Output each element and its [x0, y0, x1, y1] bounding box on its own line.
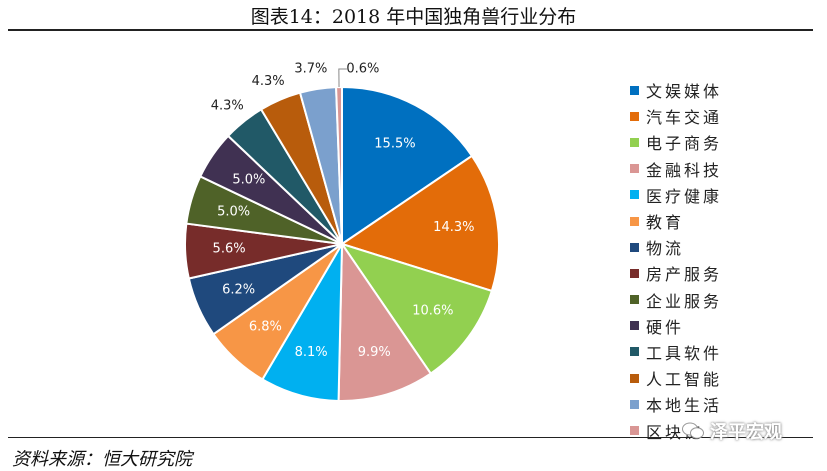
legend-item-2: 电子商务 — [630, 129, 722, 155]
watermark-text: 泽平宏观 — [710, 422, 782, 443]
legend-label: 人工智能 — [646, 370, 723, 390]
legend-item-3: 金融科技 — [630, 156, 722, 182]
legend-item-7: 房产服务 — [630, 260, 722, 286]
legend-swatch — [630, 295, 639, 305]
watermark: 泽平宏观 — [682, 418, 782, 444]
legend-label: 教育 — [646, 213, 685, 233]
slice-label-8: 5.0% — [217, 204, 250, 219]
legend-item-0: 文娱媒体 — [630, 77, 722, 103]
legend-item-6: 物流 — [630, 234, 722, 260]
legend-swatch — [630, 242, 639, 252]
source-rule — [8, 437, 813, 438]
legend-label: 电子商务 — [646, 134, 723, 154]
legend-label: 企业服务 — [646, 291, 723, 311]
legend-item-12: 本地生活 — [630, 391, 722, 417]
legend-swatch — [630, 426, 639, 436]
legend-item-5: 教育 — [630, 208, 722, 234]
legend-swatch — [630, 137, 639, 147]
legend-item-1: 汽车交通 — [630, 103, 722, 129]
legend-item-8: 企业服务 — [630, 287, 722, 313]
legend-label: 医疗健康 — [646, 186, 723, 206]
legend-label: 物流 — [646, 239, 685, 259]
legend-swatch — [630, 111, 639, 121]
slice-label-7: 5.6% — [213, 242, 246, 257]
pie-slice-2 — [339, 242, 494, 375]
slice-label-0: 15.5% — [374, 137, 415, 152]
pie-slice-13 — [335, 85, 343, 245]
slice-label-4: 8.1% — [295, 345, 328, 360]
legend-label: 房产服务 — [646, 265, 723, 285]
legend-label: 金融科技 — [646, 160, 723, 180]
slice-label-1: 14.3% — [433, 220, 474, 235]
legend-label: 工具软件 — [646, 343, 723, 363]
legend-swatch — [630, 190, 639, 200]
pie-slice-1 — [339, 154, 500, 293]
legend-label: 汽车交通 — [646, 108, 723, 128]
legend-item-11: 人工智能 — [630, 365, 722, 391]
leader-line-13 — [338, 68, 347, 88]
slice-label-6: 6.2% — [222, 282, 255, 297]
slice-label-3: 9.9% — [358, 345, 391, 360]
legend-label: 本地生活 — [646, 396, 723, 416]
pie-chart: 15.5% 14.3% 10.6% 9.9% 8.1% 6.8% 6.2% 5.6% 5.0% 5… — [184, 62, 500, 402]
legend-label: 硬件 — [646, 317, 685, 337]
legend-swatch — [630, 321, 639, 331]
pie-slice-0 — [341, 85, 474, 246]
legend-swatch — [630, 85, 639, 95]
pie-slice-3 — [337, 240, 433, 402]
chart-title: 图表14：2018 年中国独角兽行业分布 — [250, 6, 577, 28]
source-note: 资料来源：恒大研究院 — [12, 449, 192, 470]
slice-label-9: 5.0% — [232, 172, 265, 187]
legend-label: 文娱媒体 — [646, 82, 723, 102]
slice-label-10: 4.3% — [211, 98, 244, 113]
legend-item-9: 硬件 — [630, 313, 722, 339]
legend-item-10: 工具软件 — [630, 339, 722, 365]
legend-swatch — [630, 347, 639, 357]
slice-label-11: 4.3% — [252, 74, 285, 89]
legend-swatch — [630, 268, 639, 278]
legend-swatch — [630, 164, 639, 174]
legend-item-4: 医疗健康 — [630, 182, 722, 208]
chat-bubble-icon — [682, 422, 704, 439]
slice-label-5: 6.8% — [249, 320, 282, 335]
legend-swatch — [630, 216, 639, 226]
slice-label-2: 10.6% — [412, 304, 453, 319]
slice-label-12: 3.7% — [294, 62, 327, 77]
legend-swatch — [630, 373, 639, 383]
legend: 文娱媒体汽车交通电子商务金融科技医疗健康教育物流房产服务企业服务硬件工具软件人工… — [630, 77, 722, 444]
legend-swatch — [630, 399, 639, 409]
title-rule — [8, 29, 813, 31]
slice-label-13: 0.6% — [346, 62, 379, 77]
